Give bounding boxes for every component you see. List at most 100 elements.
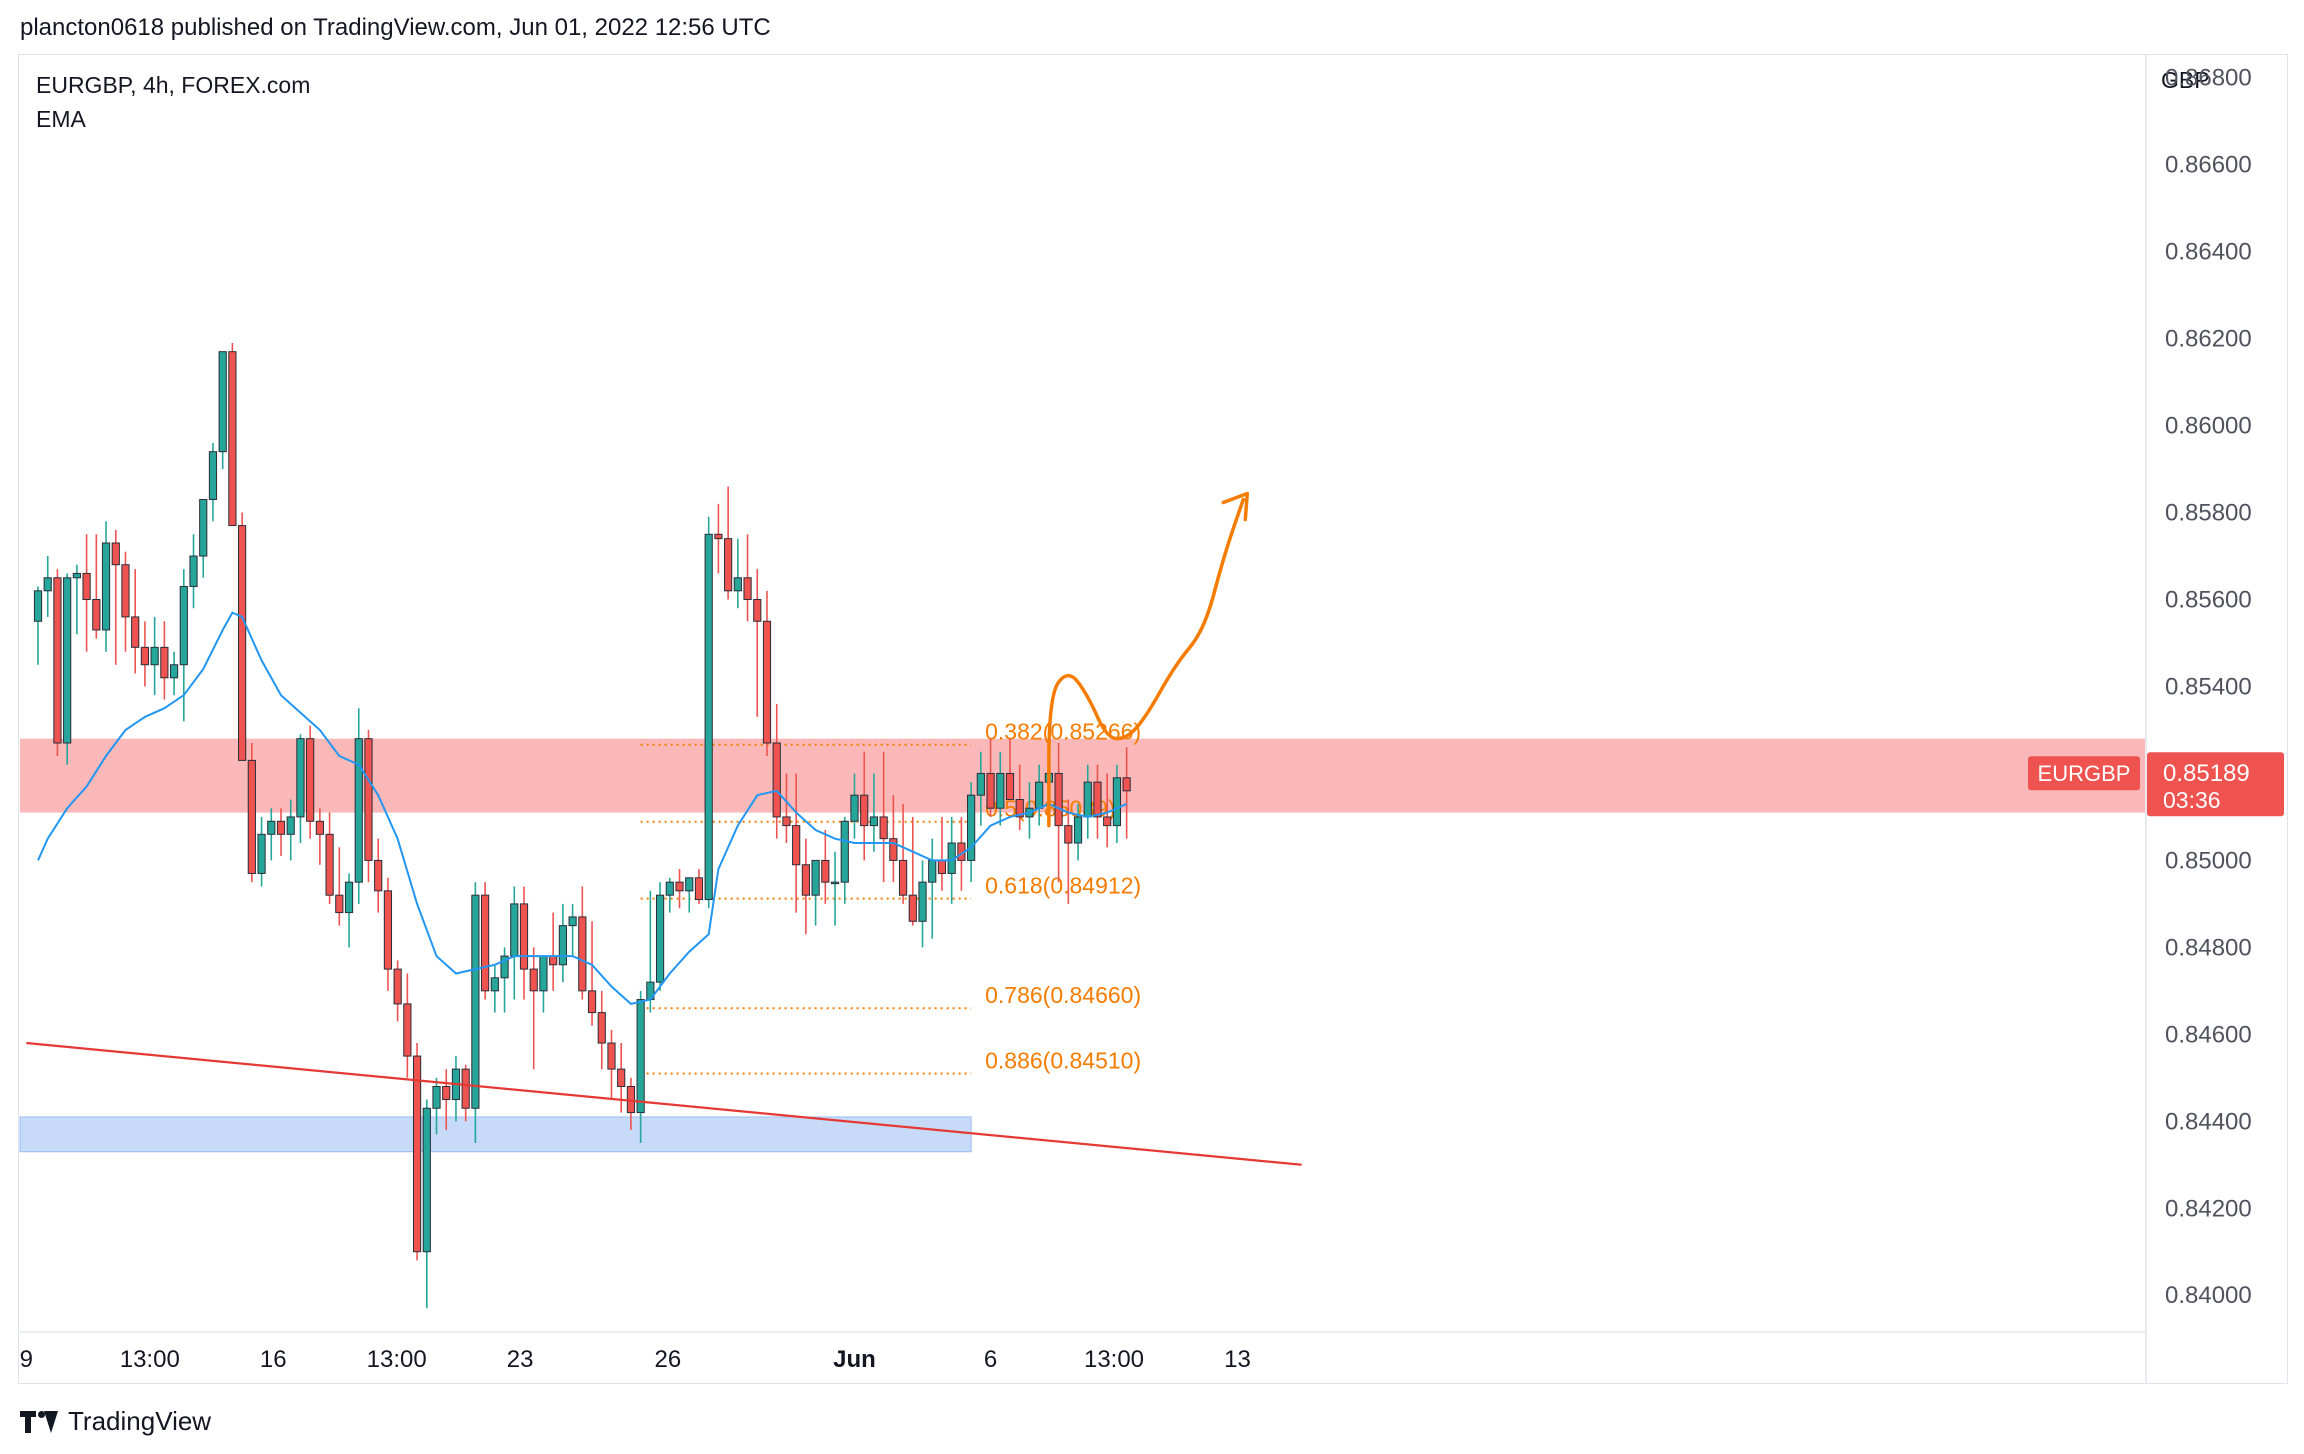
zones-layer — [19, 738, 2145, 1153]
candle-body — [422, 1107, 431, 1253]
x-tick-label: 9 — [20, 1346, 33, 1373]
candles-layer — [33, 342, 1131, 1309]
candle-body — [675, 881, 684, 892]
candle-body — [704, 533, 713, 901]
candle-body — [558, 925, 567, 966]
candle-body — [461, 1068, 470, 1109]
candle-body — [383, 890, 393, 970]
candle-body — [1005, 772, 1015, 801]
candle-body — [724, 538, 733, 592]
candle-body — [568, 916, 577, 927]
footer-brand-text: TradingView — [68, 1406, 212, 1436]
candle-body — [82, 572, 91, 601]
candle-body — [1112, 777, 1122, 827]
candle-body — [578, 916, 587, 992]
candle-body — [354, 738, 363, 883]
candle-body — [179, 585, 188, 666]
y-tick-label: 0.85400 — [2165, 673, 2252, 700]
candle-body — [1122, 777, 1131, 792]
projection-curve — [1047, 497, 1246, 828]
candle-body — [967, 794, 976, 861]
candle-body — [1093, 781, 1102, 818]
candle-body — [208, 451, 218, 501]
candle-body — [169, 664, 179, 679]
candle-body — [733, 577, 742, 592]
candle-body — [879, 816, 888, 840]
candle-body — [131, 616, 140, 648]
chart-symbol-label[interactable]: EURGBP, 4h, FOREX.com — [36, 72, 311, 98]
candle-body — [315, 820, 324, 835]
x-tick-label: 26 — [655, 1346, 682, 1373]
candle-body — [801, 864, 810, 896]
candle-body — [63, 577, 72, 744]
candle-body — [101, 542, 111, 631]
candle-body — [830, 881, 840, 885]
candle-body — [869, 816, 879, 827]
candle-body — [636, 999, 645, 1114]
candle-body — [374, 859, 383, 892]
fib-label: 0.886(0.84510) — [985, 1047, 1141, 1073]
y-tick-label: 0.84400 — [2165, 1108, 2252, 1135]
candle-body — [665, 881, 674, 896]
ema-line — [37, 611, 1128, 1005]
candle-body — [529, 968, 538, 992]
candle-body — [655, 894, 665, 983]
tradingview-logo-icon — [20, 1410, 60, 1433]
candle-body — [1015, 799, 1024, 818]
candle-body — [296, 738, 305, 818]
candle-body — [72, 572, 81, 579]
candle-body — [519, 903, 529, 970]
y-tick-label: 0.86800 — [2165, 65, 2252, 92]
projection-arrowhead-icon — [1221, 491, 1250, 522]
candle-body — [860, 794, 869, 827]
y-tick-label: 0.84200 — [2165, 1195, 2252, 1222]
candle-body — [111, 542, 120, 566]
candle-body — [928, 859, 937, 883]
x-tick-label: 16 — [260, 1346, 287, 1373]
bar-countdown: 03:36 — [2163, 787, 2221, 813]
candle-body — [500, 955, 509, 979]
candle-body — [597, 1012, 606, 1044]
symbol-tag-label: EURGBP — [2038, 761, 2131, 786]
currency-label: GBP — [2161, 67, 2210, 93]
candle-body — [685, 877, 694, 892]
y-tick-label: 0.84800 — [2165, 934, 2252, 961]
candle-body — [432, 1086, 441, 1109]
candle-body — [199, 499, 208, 557]
candle-body — [218, 351, 227, 453]
candle-body — [908, 894, 917, 922]
indicator-label[interactable]: EMA — [36, 106, 86, 132]
candle-body — [344, 881, 354, 914]
candle-body — [276, 820, 286, 835]
last-price-value: 0.85189 — [2163, 760, 2250, 787]
y-tick-label: 0.86200 — [2165, 326, 2252, 353]
candle-body — [840, 820, 849, 883]
candle-body — [442, 1086, 451, 1101]
candle-body — [43, 577, 52, 592]
resistance-zone — [20, 738, 2145, 813]
footer-brand[interactable]: TradingView — [20, 1406, 211, 1437]
candle-body — [587, 990, 597, 1014]
x-tick-label: 13 — [1224, 1346, 1251, 1373]
candle-body — [53, 577, 62, 744]
last-price-tag — [2147, 752, 2284, 817]
overlays-layer — [26, 491, 1302, 1166]
symbol-price-tag — [2028, 756, 2140, 791]
candle-body — [267, 820, 276, 835]
candle-body — [918, 881, 927, 922]
chart-frame[interactable] — [18, 54, 2288, 1384]
candle-body — [325, 833, 334, 896]
candle-body — [753, 599, 762, 622]
x-tick-label: 13:00 — [367, 1346, 427, 1373]
candle-body — [228, 351, 237, 527]
y-tick-label: 0.84000 — [2165, 1282, 2252, 1309]
candle-body — [549, 955, 558, 966]
candle-body — [335, 894, 344, 914]
candle-body — [1083, 781, 1092, 818]
candle-body — [481, 894, 490, 992]
candle-body — [898, 859, 908, 896]
fib-label: 0.618(0.84912) — [985, 873, 1141, 899]
candle-body — [996, 772, 1005, 809]
